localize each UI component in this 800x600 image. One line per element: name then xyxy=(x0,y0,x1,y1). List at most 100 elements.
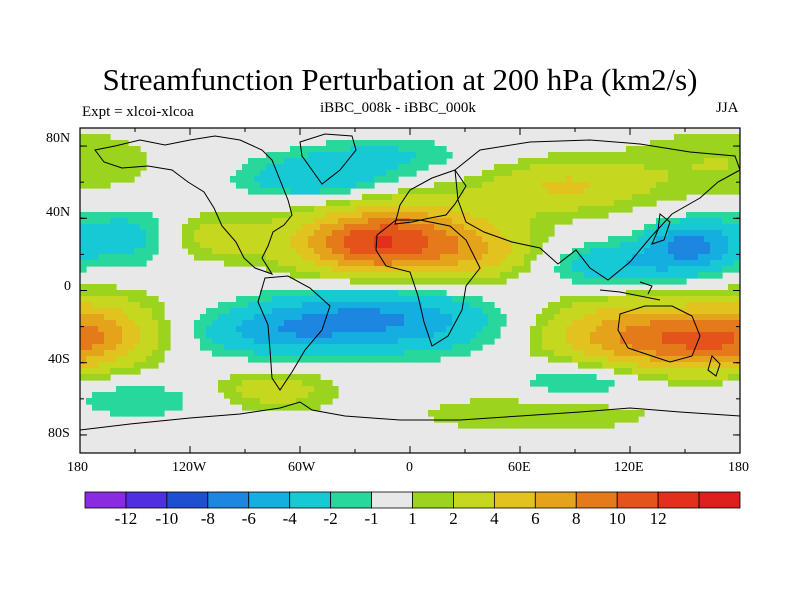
contour-cell xyxy=(416,290,423,297)
contour-cell xyxy=(506,200,513,207)
contour-cell xyxy=(608,326,615,333)
contour-cell xyxy=(656,188,663,195)
contour-cell xyxy=(440,224,447,231)
contour-cell xyxy=(200,242,207,249)
contour-cell xyxy=(602,188,609,195)
contour-cell xyxy=(632,254,639,261)
contour-cell xyxy=(476,224,483,231)
contour-cell xyxy=(548,338,555,345)
contour-cell xyxy=(428,290,435,297)
contour-cell xyxy=(518,416,525,423)
contour-cell xyxy=(698,188,705,195)
contour-cell xyxy=(122,296,129,303)
contour-cell xyxy=(524,410,531,417)
contour-cell xyxy=(344,206,351,213)
contour-cell xyxy=(140,362,147,369)
contour-cell xyxy=(620,368,627,375)
contour-cell xyxy=(380,356,387,363)
contour-cell xyxy=(344,218,351,225)
contour-cell xyxy=(674,296,681,303)
contour-cell xyxy=(80,260,87,267)
contour-cell xyxy=(722,212,729,219)
contour-cell xyxy=(368,182,375,189)
contour-cell xyxy=(302,212,309,219)
contour-cell xyxy=(572,404,579,411)
contour-cell xyxy=(350,146,357,153)
contour-cell xyxy=(554,176,561,183)
colorbar-label: 2 xyxy=(449,509,458,528)
contour-cell xyxy=(710,212,717,219)
contour-cell xyxy=(608,356,615,363)
contour-cell xyxy=(632,230,639,237)
contour-cell xyxy=(242,404,249,411)
contour-cell xyxy=(200,248,207,255)
contour-cell xyxy=(476,308,483,315)
contour-cell xyxy=(80,182,87,189)
contour-cell xyxy=(482,194,489,201)
contour-cell xyxy=(434,326,441,333)
contour-cell xyxy=(470,344,477,351)
contour-cell xyxy=(422,188,429,195)
contour-cell xyxy=(212,230,219,237)
contour-cell xyxy=(302,296,309,303)
contour-cell xyxy=(734,362,740,369)
contour-cell xyxy=(362,200,369,207)
contour-cell xyxy=(512,200,519,207)
contour-cell xyxy=(728,218,735,225)
contour-cell xyxy=(566,374,573,381)
contour-cell xyxy=(236,248,243,255)
contour-cell xyxy=(350,296,357,303)
contour-cell xyxy=(686,164,693,171)
contour-cell xyxy=(452,212,459,219)
contour-cell xyxy=(632,332,639,339)
contour-cell xyxy=(290,254,297,261)
contour-cell xyxy=(122,146,129,153)
contour-cell xyxy=(410,206,417,213)
contour-cell xyxy=(380,260,387,267)
contour-cell xyxy=(530,254,537,261)
contour-cell xyxy=(650,296,657,303)
contour-cell xyxy=(272,296,279,303)
contour-cell xyxy=(272,398,279,405)
contour-cell xyxy=(440,182,447,189)
contour-cell xyxy=(122,230,129,237)
contour-cell xyxy=(398,140,405,147)
contour-cell xyxy=(602,380,609,387)
contour-cell xyxy=(446,332,453,339)
contour-cell xyxy=(308,224,315,231)
contour-cell xyxy=(716,356,723,363)
contour-cell xyxy=(368,320,375,327)
contour-cell xyxy=(512,404,519,411)
contour-cell xyxy=(86,332,93,339)
contour-cell xyxy=(416,140,423,147)
contour-cell xyxy=(362,350,369,357)
contour-cell xyxy=(278,332,285,339)
contour-cell xyxy=(680,236,687,243)
contour-cell xyxy=(680,170,687,177)
contour-cell xyxy=(332,392,339,399)
contour-cell xyxy=(584,278,591,285)
contour-cell xyxy=(266,242,273,249)
contour-cell xyxy=(428,332,435,339)
contour-cell xyxy=(674,260,681,267)
contour-cell xyxy=(494,272,501,279)
contour-cell xyxy=(248,242,255,249)
contour-cell xyxy=(554,302,561,309)
contour-cell xyxy=(314,224,321,231)
contour-cell xyxy=(560,194,567,201)
contour-cell xyxy=(416,242,423,249)
contour-cell xyxy=(218,218,225,225)
contour-cell xyxy=(218,338,225,345)
contour-cell xyxy=(662,374,669,381)
contour-cell xyxy=(278,188,285,195)
contour-cell xyxy=(404,308,411,315)
contour-cell xyxy=(230,230,237,237)
contour-cell xyxy=(362,182,369,189)
contour-cell xyxy=(320,392,327,399)
contour-cell xyxy=(440,248,447,255)
contour-cell xyxy=(704,266,711,273)
contour-cell xyxy=(404,194,411,201)
contour-cell xyxy=(380,332,387,339)
contour-cell xyxy=(404,146,411,153)
contour-cell xyxy=(488,188,495,195)
